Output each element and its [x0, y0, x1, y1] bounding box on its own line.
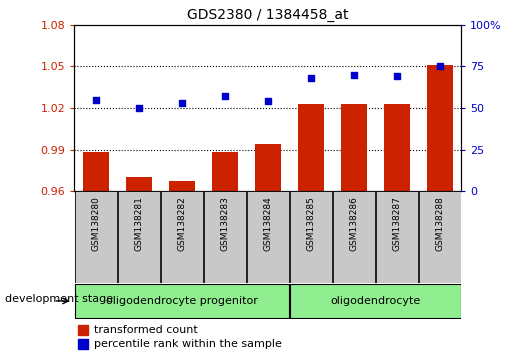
Bar: [376, 191, 418, 283]
Text: oligodendrocyte progenitor: oligodendrocyte progenitor: [105, 296, 258, 306]
Bar: [419, 191, 461, 283]
Bar: [384, 104, 410, 191]
Text: transformed count: transformed count: [94, 325, 197, 335]
Point: [92, 97, 100, 103]
Point: [306, 75, 315, 81]
Bar: [83, 152, 109, 191]
Text: GSM138288: GSM138288: [435, 196, 444, 251]
Bar: [75, 191, 117, 283]
Bar: [289, 284, 461, 318]
Bar: [204, 191, 246, 283]
Text: GSM138286: GSM138286: [349, 196, 358, 251]
Text: GSM138280: GSM138280: [91, 196, 100, 251]
Text: development stage: development stage: [5, 294, 113, 304]
Bar: [126, 177, 152, 191]
Point: [178, 100, 186, 106]
Text: GSM138287: GSM138287: [392, 196, 401, 251]
Text: GSM138285: GSM138285: [306, 196, 315, 251]
Text: GSM138282: GSM138282: [177, 196, 186, 251]
Title: GDS2380 / 1384458_at: GDS2380 / 1384458_at: [187, 8, 348, 22]
Bar: [212, 152, 237, 191]
Bar: [169, 182, 195, 191]
Bar: [78, 325, 88, 335]
Point: [263, 98, 272, 104]
Bar: [332, 191, 375, 283]
Bar: [341, 104, 367, 191]
Bar: [118, 191, 160, 283]
Bar: [298, 104, 323, 191]
Bar: [75, 284, 289, 318]
Bar: [255, 144, 280, 191]
Point: [435, 64, 444, 69]
Bar: [427, 65, 453, 191]
Bar: [246, 191, 289, 283]
Bar: [161, 191, 203, 283]
Bar: [78, 339, 88, 349]
Text: GSM138284: GSM138284: [263, 196, 272, 251]
Point: [220, 93, 229, 99]
Text: oligodendrocyte: oligodendrocyte: [330, 296, 420, 306]
Bar: [289, 191, 332, 283]
Text: percentile rank within the sample: percentile rank within the sample: [94, 339, 281, 349]
Text: GSM138283: GSM138283: [220, 196, 229, 251]
Text: GSM138281: GSM138281: [134, 196, 143, 251]
Point: [349, 72, 358, 78]
Point: [135, 105, 143, 111]
Point: [392, 74, 401, 79]
